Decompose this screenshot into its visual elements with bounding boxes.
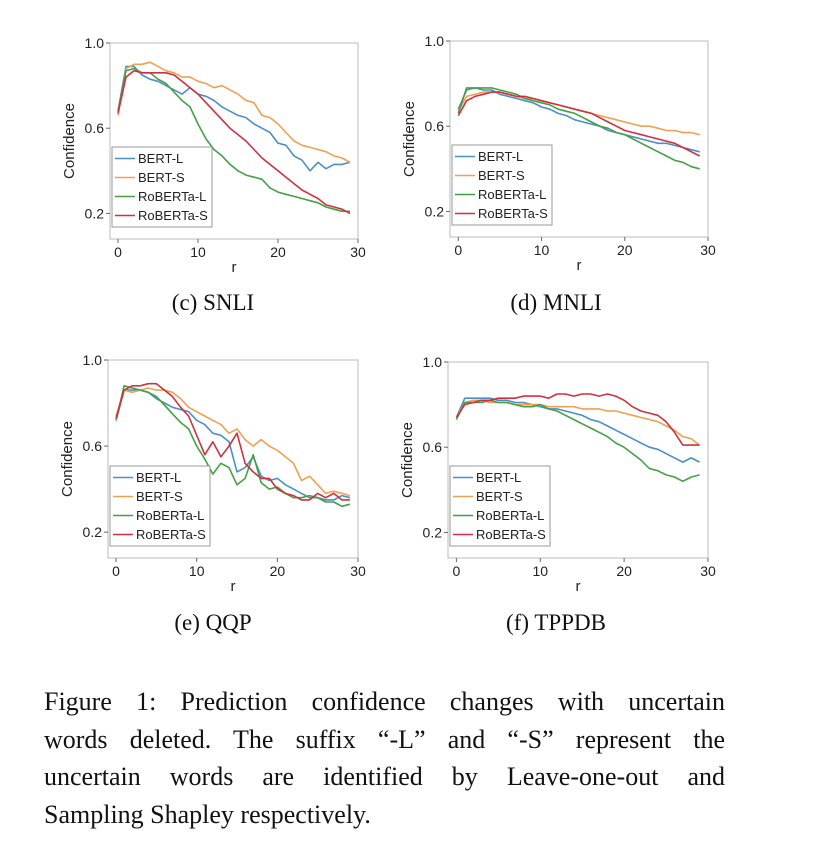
x-tick-label: 30 — [350, 563, 366, 579]
series-line — [115, 389, 351, 501]
x-tick-label: 10 — [190, 244, 206, 260]
series-line — [455, 393, 700, 446]
series-line — [117, 67, 350, 213]
legend-label: RoBERTa-L — [138, 189, 206, 204]
series-line — [455, 397, 700, 463]
y-axis-title: Confidence — [61, 103, 78, 179]
legend-box — [109, 465, 211, 547]
legend-label: RoBERTa-L — [476, 508, 544, 523]
series-line — [457, 87, 700, 153]
x-tick-label: 0 — [454, 242, 462, 258]
y-axis-title: Confidence — [59, 421, 76, 497]
y-axis-title: Confidence — [399, 422, 416, 498]
legend-label: BERT-L — [476, 470, 521, 485]
x-tick-label: 20 — [617, 242, 633, 258]
series-line — [455, 399, 701, 446]
x-tick-label: 30 — [350, 244, 366, 260]
series-line — [115, 382, 350, 501]
legend-label: BERT-L — [138, 151, 183, 166]
x-axis-title: r — [576, 578, 581, 595]
series-line — [117, 65, 351, 172]
y-tick-label: 1.0 — [425, 33, 445, 49]
chart-svg-mnli: 0.2 0.6 1.0 0 10 20 30 r Confidence BERT-L BERT-S R… — [401, 33, 716, 274]
caption-line: Figure 1: Prediction confidence changes … — [44, 687, 725, 716]
legend-label: BERT-L — [478, 149, 523, 164]
legend-label: RoBERTa-L — [478, 187, 546, 202]
legend-label: BERT-S — [138, 170, 185, 185]
x-tick-label: 20 — [270, 244, 286, 260]
legend-label: RoBERTa-S — [136, 527, 206, 542]
legend-label: BERT-S — [476, 489, 523, 504]
series-line — [457, 91, 700, 136]
legend-label: RoBERTa-L — [136, 508, 204, 523]
series-line — [455, 399, 700, 483]
y-tick-label: 0.6 — [85, 120, 105, 136]
legend-label: RoBERTa-S — [138, 208, 208, 223]
y-tick-label: 1.0 — [423, 354, 443, 370]
legend-box — [451, 144, 553, 226]
y-tick-label: 0.6 — [83, 438, 103, 454]
figure-caption: Figure 1: Prediction confidence changes … — [44, 683, 725, 833]
legend-label: RoBERTa-S — [476, 527, 546, 542]
series-line — [117, 69, 351, 215]
plot-frame — [109, 42, 359, 240]
x-axis-title: r — [232, 259, 237, 276]
y-tick-label: 1.0 — [85, 35, 105, 51]
x-tick-label: 20 — [616, 563, 632, 579]
chart-panel-mnli: 0.2 0.6 1.0 0 10 20 30 r Confidence BERT-L BERT-S R… — [400, 33, 720, 274]
caption-line: words deleted. The suffix “-L” and “-S” … — [44, 724, 725, 754]
subcaption-qqp: (e) QQP — [174, 610, 252, 635]
y-tick-label: 0.6 — [423, 439, 443, 455]
plot-frame — [447, 361, 709, 559]
x-tick-label: 30 — [700, 563, 716, 579]
y-axis-title: Confidence — [401, 101, 418, 177]
x-tick-label: 0 — [112, 563, 120, 579]
chart-svg-tppdb: 0.2 0.6 1.0 0 10 20 30 r Confidence BERT-L BERT-S R… — [399, 354, 716, 595]
series-line — [457, 91, 701, 157]
y-tick-label: 0.2 — [85, 205, 105, 221]
x-axis-title: r — [577, 257, 582, 274]
plot-frame — [107, 359, 359, 559]
legend-label: BERT-L — [136, 470, 181, 485]
x-tick-label: 30 — [700, 242, 716, 258]
legend-box — [449, 465, 551, 547]
x-tick-label: 10 — [534, 242, 550, 258]
series-line — [457, 87, 700, 170]
series-line — [117, 61, 351, 164]
subcaption-mnli: (d) MNLI — [510, 290, 602, 315]
legend-label: BERT-S — [478, 168, 525, 183]
x-tick-label: 0 — [114, 244, 122, 260]
legend-label: RoBERTa-S — [478, 206, 548, 221]
y-tick-label: 0.2 — [425, 203, 445, 219]
x-tick-label: 20 — [270, 563, 286, 579]
caption-line: uncertain words are identified by Leave-… — [44, 762, 725, 791]
series-line — [115, 384, 351, 508]
chart-panel-tppdb: 0.2 0.6 1.0 0 10 20 30 r Confidence BERT-L BERT-S R… — [398, 354, 720, 595]
subcaption-snli: (c) SNLI — [171, 290, 255, 315]
chart-svg-qqp: 0.2 0.6 1.0 0 10 20 30 r Confidence BERT-L BERT-S R… — [59, 352, 366, 595]
plot-frame — [449, 40, 709, 238]
chart-panel-qqp: 0.2 0.6 1.0 0 10 20 30 r Confidence BERT-L BERT-S R… — [58, 352, 370, 595]
chart-svg-snli: 0.2 0.6 1.0 0 10 20 30 r Confidence BERT-L BERT-S R… — [61, 35, 366, 276]
caption-line: Sampling Shapley respectively. — [44, 799, 371, 829]
chart-panel-snli: 0.2 0.6 1.0 0 10 20 30 r Confidence BERT-L BERT-S R… — [60, 35, 370, 276]
y-tick-label: 0.6 — [425, 118, 445, 134]
y-tick-label: 1.0 — [83, 352, 103, 368]
x-axis-title: r — [231, 578, 236, 595]
x-tick-label: 10 — [189, 563, 205, 579]
x-tick-label: 10 — [532, 563, 548, 579]
y-tick-label: 0.2 — [83, 524, 103, 540]
subcaption-tppdb: (f) TPPDB — [506, 610, 606, 635]
y-tick-label: 0.2 — [423, 524, 443, 540]
series-line — [115, 387, 351, 497]
legend-box — [111, 146, 213, 228]
legend-label: BERT-S — [136, 489, 183, 504]
x-tick-label: 0 — [452, 563, 460, 579]
